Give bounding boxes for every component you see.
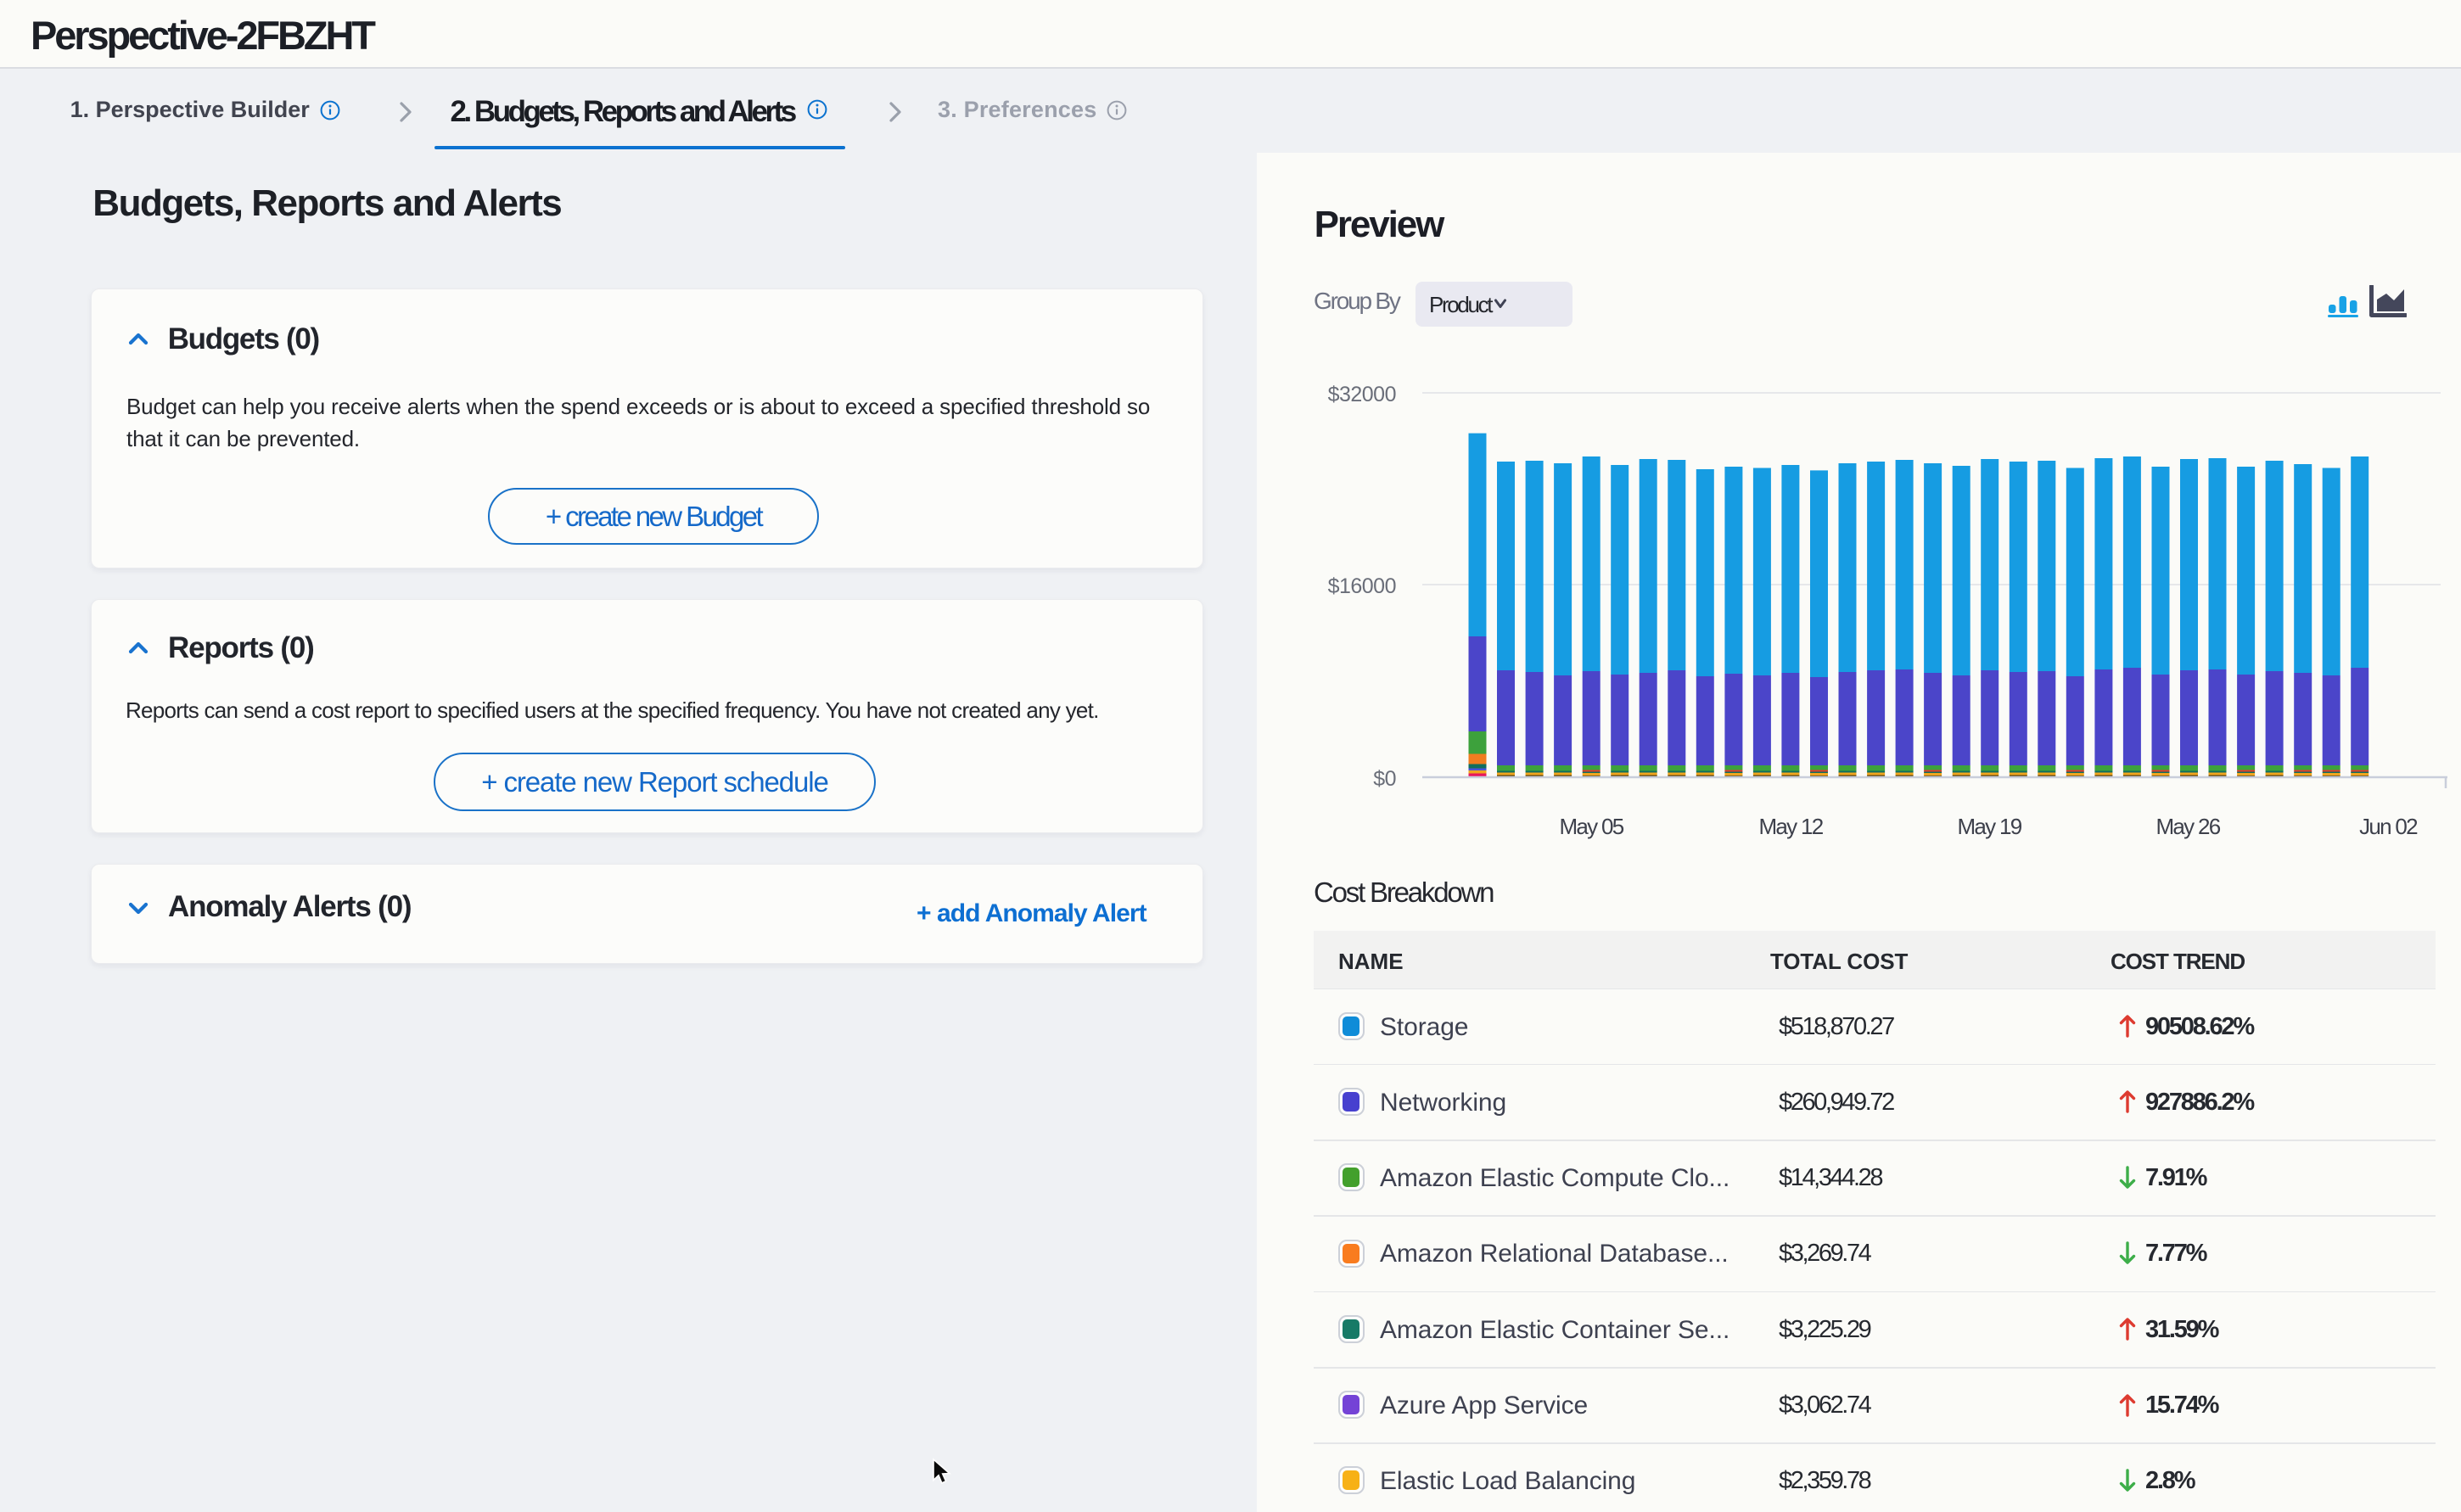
svg-text:May 19: May 19 — [1957, 814, 2021, 839]
svg-text:$32000: $32000 — [1328, 383, 1396, 406]
svg-text:May 26: May 26 — [2155, 814, 2220, 839]
svg-text:Jun 02: Jun 02 — [2359, 814, 2418, 839]
svg-text:May 05: May 05 — [1559, 814, 1623, 839]
svg-text:May 12: May 12 — [1758, 814, 1823, 839]
svg-text:$0: $0 — [1373, 767, 1396, 791]
svg-text:$16000: $16000 — [1328, 574, 1396, 598]
